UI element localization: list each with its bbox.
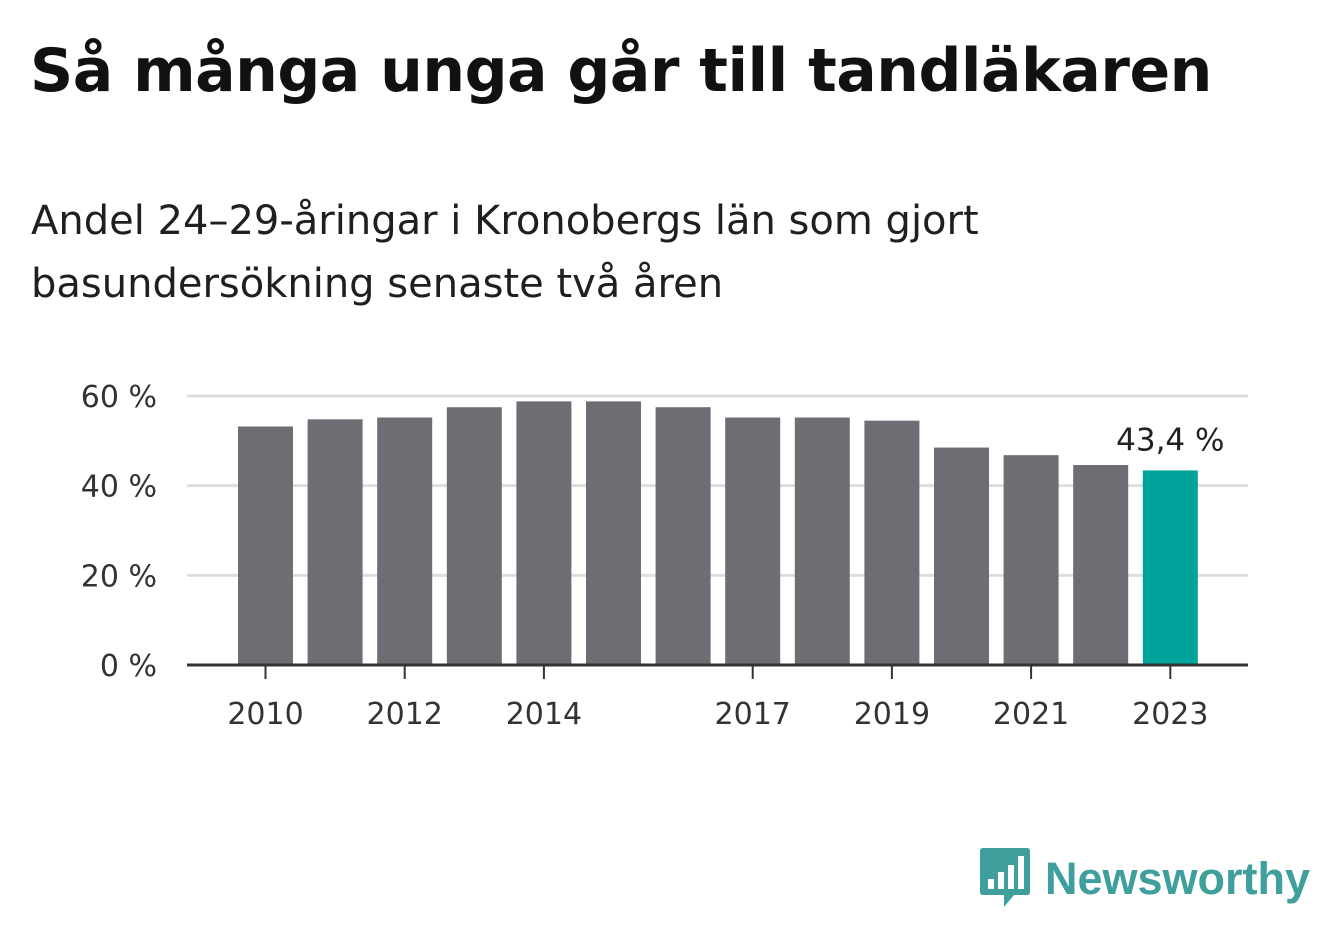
chart-title: Så många unga går till tandläkaren (30, 36, 1212, 106)
bar-2017 (725, 417, 781, 665)
brand-name: Newsworthy (1045, 853, 1311, 904)
x-tick-label: 2012 (367, 697, 443, 732)
bar-2022 (1073, 465, 1129, 665)
gridlines (187, 394, 1248, 577)
bar-2021 (1003, 455, 1059, 665)
bar-2011 (307, 419, 363, 665)
bar-2012 (377, 417, 433, 665)
y-tick-label: 40 % (81, 470, 157, 505)
value-label: 43,4 % (1116, 422, 1224, 458)
bar-2015 (586, 401, 641, 665)
bar-2010 (238, 426, 293, 665)
x-tick-label: 2019 (854, 697, 930, 732)
bar-2019 (864, 420, 920, 665)
y-tick-label: 20 % (81, 559, 157, 594)
bar-chart-speech-bubble-icon (980, 848, 1030, 907)
bar-2013 (446, 407, 502, 665)
bar-2014 (516, 401, 572, 665)
x-tick-label: 2017 (715, 697, 791, 732)
data-labels: 43,4 % (1116, 422, 1224, 458)
bar-2023 (1142, 470, 1198, 665)
y-tick-label: 0 % (100, 649, 157, 684)
bar-2018 (794, 417, 850, 665)
bars (238, 401, 1198, 665)
bar-2020 (934, 447, 989, 665)
x-tick-label: 2010 (227, 697, 303, 732)
bar-2016 (655, 407, 711, 665)
axes: 0 % 20 % 40 % 60 % 2010 2012 2014 2017 2019 2021 2… (81, 380, 1248, 732)
y-tick-label: 60 % (81, 380, 157, 415)
x-tick-label: 2014 (506, 697, 582, 732)
x-tick-label: 2023 (1132, 697, 1208, 732)
chart-subtitle: Andel 24–29-åringar i Kronobergs län som… (31, 198, 979, 307)
newsworthy-brand: Newsworthy (980, 848, 1310, 910)
x-tick-label: 2021 (993, 697, 1069, 732)
